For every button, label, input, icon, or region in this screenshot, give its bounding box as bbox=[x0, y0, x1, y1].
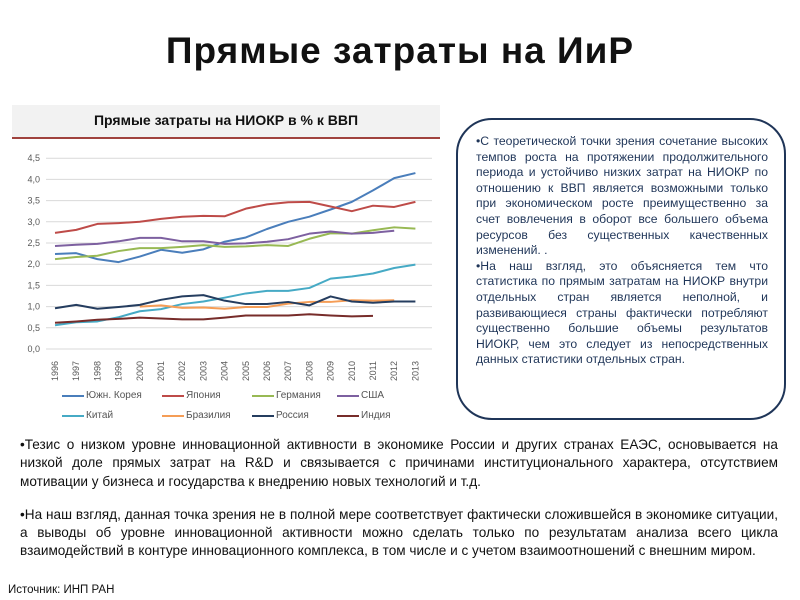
y-tick-label: 2,0 bbox=[27, 259, 40, 269]
series-line bbox=[54, 229, 395, 247]
x-tick-label: 2007 bbox=[283, 361, 293, 381]
legend-label: Южн. Корея bbox=[86, 390, 142, 401]
legend-swatch bbox=[252, 394, 274, 397]
legend-item: Япония bbox=[162, 390, 221, 401]
x-tick-label: 2001 bbox=[156, 361, 166, 381]
y-tick-label: 3,0 bbox=[27, 217, 40, 227]
bottom-text: •Тезис о низком уровне инновационной акт… bbox=[20, 436, 778, 576]
series-line bbox=[54, 313, 374, 324]
x-tick-label: 1997 bbox=[71, 361, 81, 381]
series-line bbox=[54, 263, 416, 327]
legend-swatch bbox=[62, 394, 84, 397]
x-tick-label: 2002 bbox=[177, 361, 187, 381]
x-tick-label: 1998 bbox=[92, 361, 102, 381]
series-line bbox=[54, 200, 416, 234]
x-tick-label: 1999 bbox=[114, 361, 124, 381]
legend-swatch bbox=[337, 394, 359, 397]
legend-label: США bbox=[361, 390, 385, 401]
legend-item: Германия bbox=[252, 390, 321, 401]
legend-label: Бразилия bbox=[186, 410, 231, 421]
legend-swatch bbox=[252, 414, 274, 417]
legend-swatch bbox=[62, 414, 84, 417]
legend-label: Индия bbox=[361, 410, 391, 421]
chart-plot: 0,0 0,5 1,0 1,5 2,0 2,5 3,0 3,5 4,0 4,5 1996 1997 19… bbox=[27, 153, 432, 381]
x-tick-label: 2008 bbox=[304, 361, 314, 381]
chart-title: Прямые затраты на НИОКР в % к ВВП bbox=[12, 105, 440, 139]
legend-swatch bbox=[162, 394, 184, 397]
legend-item: Бразилия bbox=[162, 410, 231, 421]
y-tick-label: 4,0 bbox=[27, 174, 40, 184]
x-tick-label: 2004 bbox=[220, 361, 230, 381]
x-tick-label: 2005 bbox=[241, 361, 251, 381]
y-tick-label: 0,0 bbox=[27, 344, 40, 354]
legend-item: Индия bbox=[337, 410, 391, 421]
commentary-box: •С теоретической точки зрения сочетание … bbox=[456, 118, 786, 420]
x-tick-label: 2011 bbox=[368, 361, 378, 380]
commentary-paragraph-1: •С теоретической точки зрения сочетание … bbox=[476, 134, 768, 258]
y-tick-label: 1,5 bbox=[27, 280, 40, 290]
y-tick-label: 3,5 bbox=[27, 196, 40, 206]
bottom-paragraph-2: •На наш взгляд, данная точка зрения не в… bbox=[20, 506, 778, 559]
x-tick-label: 1996 bbox=[50, 361, 60, 381]
x-tick-label: 2009 bbox=[326, 361, 336, 381]
x-tick-label: 2000 bbox=[135, 361, 145, 381]
legend-label: Россия bbox=[276, 410, 309, 421]
legend-item: Россия bbox=[252, 410, 309, 421]
x-tick-label: 2003 bbox=[198, 361, 208, 381]
legend-swatch bbox=[337, 414, 359, 417]
x-tick-label: 2006 bbox=[262, 361, 272, 381]
x-tick-label: 2012 bbox=[389, 361, 399, 381]
series-line bbox=[54, 172, 416, 264]
y-tick-label: 1,0 bbox=[27, 302, 40, 312]
slide-title: Прямые затраты на ИиР bbox=[165, 30, 635, 71]
series-line bbox=[54, 294, 416, 310]
series-line bbox=[139, 299, 395, 310]
x-tick-label: 2013 bbox=[410, 361, 420, 381]
legend-item: Южн. Корея bbox=[62, 390, 142, 401]
bottom-paragraph-1: •Тезис о низком уровне инновационной акт… bbox=[20, 437, 778, 489]
y-tick-label: 2,5 bbox=[27, 238, 40, 248]
commentary-paragraph-2: •На наш взгляд, это объясняется тем что … bbox=[476, 258, 768, 367]
chart: Прямые затраты на НИОКР в % к ВВП 0,0 0,5… bbox=[12, 105, 440, 425]
legend-item: Китай bbox=[62, 410, 113, 421]
y-tick-label: 4,5 bbox=[27, 153, 40, 163]
source-note: Источник: ИНП РАН bbox=[8, 584, 115, 596]
legend-label: Япония bbox=[186, 390, 221, 401]
legend-item: США bbox=[337, 390, 384, 401]
legend-label: Германия bbox=[276, 390, 321, 401]
y-tick-label: 0,5 bbox=[27, 323, 40, 333]
x-tick-label: 2010 bbox=[347, 361, 357, 381]
legend-swatch bbox=[162, 414, 184, 417]
legend-label: Китай bbox=[86, 410, 114, 421]
